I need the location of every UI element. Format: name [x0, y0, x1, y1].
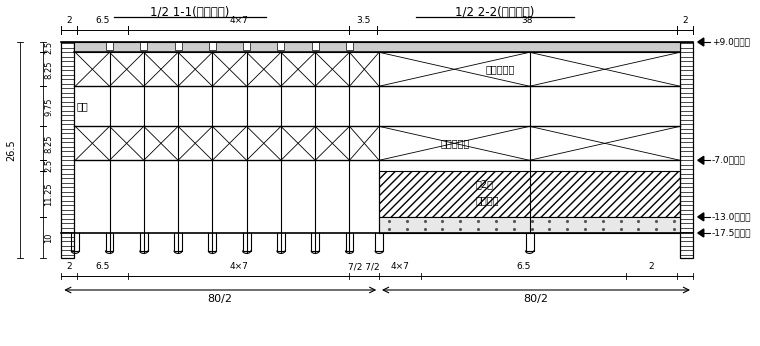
- Text: 80/2: 80/2: [207, 294, 233, 304]
- Text: +9.0吸筱顶: +9.0吸筱顶: [711, 37, 749, 46]
- Text: -13.0承台底: -13.0承台底: [711, 212, 751, 221]
- Text: 2.5: 2.5: [45, 40, 53, 54]
- Text: 4×7: 4×7: [391, 262, 410, 271]
- Bar: [277, 42, 284, 50]
- Text: 10: 10: [45, 232, 53, 243]
- Text: 分2次: 分2次: [475, 180, 493, 190]
- Bar: [379, 171, 680, 217]
- Text: 2: 2: [66, 262, 72, 271]
- Text: 9.75: 9.75: [45, 97, 53, 116]
- Bar: [175, 42, 182, 50]
- Text: 11.25: 11.25: [45, 182, 53, 206]
- Text: 2: 2: [66, 16, 72, 25]
- Bar: [379, 217, 680, 233]
- Text: 26.5: 26.5: [6, 139, 16, 161]
- Text: 2.5: 2.5: [45, 159, 53, 172]
- Text: 3.5: 3.5: [356, 16, 371, 25]
- Bar: [312, 42, 318, 50]
- Text: 底层内支摔: 底层内支摔: [441, 138, 470, 148]
- Text: 7/2 7/2: 7/2 7/2: [349, 262, 380, 271]
- Text: 80/2: 80/2: [524, 294, 549, 304]
- Text: 1/2 2-2(承台施工): 1/2 2-2(承台施工): [455, 6, 534, 18]
- Text: -17.5吸筱底: -17.5吸筱底: [711, 228, 751, 237]
- Text: 8.25: 8.25: [45, 60, 53, 79]
- Text: 吸杆: 吸杆: [76, 101, 88, 111]
- Polygon shape: [698, 213, 704, 221]
- Text: 顶层内支摔: 顶层内支摔: [485, 64, 515, 74]
- Text: 4×7: 4×7: [230, 262, 249, 271]
- Text: 2: 2: [682, 16, 688, 25]
- Bar: [62, 42, 74, 258]
- Text: 8.25: 8.25: [45, 134, 53, 153]
- Bar: [209, 42, 216, 50]
- Text: 1/2 1-1(封底施工): 1/2 1-1(封底施工): [150, 6, 230, 18]
- Text: 4×7: 4×7: [230, 16, 249, 25]
- Polygon shape: [698, 38, 704, 46]
- Polygon shape: [698, 229, 704, 237]
- Bar: [243, 42, 250, 50]
- Polygon shape: [698, 156, 704, 164]
- Bar: [680, 42, 693, 258]
- Bar: [74, 42, 680, 52]
- Text: 6.5: 6.5: [96, 16, 110, 25]
- Bar: [106, 42, 113, 50]
- Bar: [346, 42, 353, 50]
- Text: 6.5: 6.5: [96, 262, 110, 271]
- Text: 6.5: 6.5: [516, 262, 530, 271]
- Text: -7.0承台顶: -7.0承台顶: [711, 156, 746, 165]
- Text: 2: 2: [648, 262, 654, 271]
- Text: 38: 38: [521, 16, 533, 25]
- Bar: [141, 42, 147, 50]
- Text: 浇注承台: 浇注承台: [475, 195, 499, 206]
